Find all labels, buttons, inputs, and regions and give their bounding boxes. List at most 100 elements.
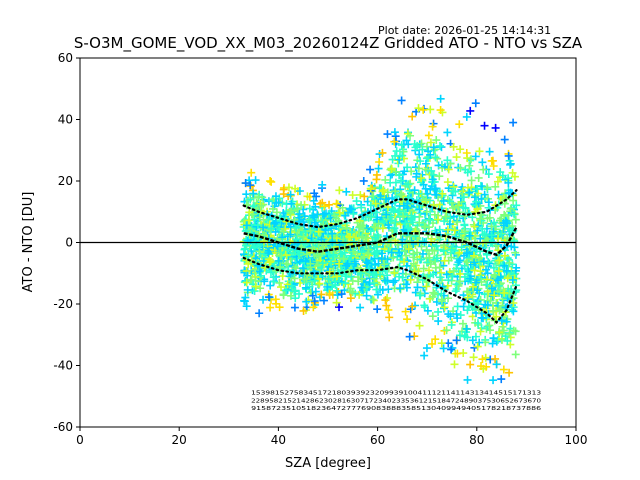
data-point (467, 176, 476, 185)
data-point (271, 227, 280, 236)
x-tick-label: 0 (76, 433, 84, 447)
data-point (252, 222, 261, 231)
data-point (272, 198, 281, 207)
data-point (300, 275, 309, 284)
data-point (455, 120, 464, 129)
data-point (460, 332, 469, 341)
data-point (508, 305, 517, 314)
data-point (414, 104, 423, 113)
data-point (286, 190, 295, 199)
data-point (489, 334, 498, 343)
data-point (504, 151, 513, 160)
data-point (499, 218, 508, 227)
data-point (465, 231, 474, 240)
data-point (240, 245, 249, 254)
data-point (311, 202, 320, 211)
data-point (291, 264, 300, 273)
data-point (443, 178, 452, 187)
y-tick-label: -60 (53, 420, 73, 434)
data-point (372, 175, 381, 184)
data-point (404, 223, 413, 232)
data-point (462, 112, 471, 121)
data-point (426, 215, 435, 224)
data-point (512, 201, 521, 210)
data-point (417, 174, 426, 183)
data-point (457, 243, 466, 252)
data-point (432, 136, 441, 145)
data-point (384, 305, 393, 314)
data-point (494, 190, 503, 199)
data-point (473, 319, 482, 328)
data-point (325, 200, 334, 209)
data-point (314, 252, 323, 261)
data-point (387, 164, 396, 173)
data-point (442, 326, 451, 335)
data-point (298, 264, 307, 273)
data-point (331, 277, 340, 286)
data-point (415, 150, 424, 159)
data-point (511, 350, 520, 359)
data-point (337, 230, 346, 239)
data-point (511, 215, 520, 224)
data-point (465, 274, 474, 283)
data-point (491, 182, 500, 191)
data-point (503, 274, 512, 283)
data-point (455, 277, 464, 286)
x-tick-label: 60 (370, 433, 385, 447)
data-point (286, 230, 295, 239)
data-point (500, 135, 509, 144)
data-point (508, 168, 517, 177)
data-point (374, 164, 383, 173)
data-point (360, 253, 369, 262)
series-mean-std (242, 256, 518, 325)
data-point (407, 211, 416, 220)
data-point (390, 269, 399, 278)
data-point (416, 157, 425, 166)
data-point (266, 177, 275, 186)
data-point (395, 248, 404, 257)
data-point (485, 321, 494, 330)
data-point (432, 190, 441, 199)
data-point (477, 210, 486, 219)
data-point (443, 128, 452, 137)
data-point (373, 290, 382, 299)
data-point (378, 224, 387, 233)
data-point (391, 236, 400, 245)
data-point (463, 375, 472, 384)
data-point (344, 208, 353, 217)
data-point (470, 222, 479, 231)
data-point (492, 360, 501, 369)
data-point (297, 201, 306, 210)
data-point (362, 258, 371, 267)
data-point (371, 208, 380, 217)
data-point (451, 187, 460, 196)
data-point (305, 204, 314, 213)
data-point (455, 256, 464, 265)
data-point (460, 227, 469, 236)
data-point (342, 187, 351, 196)
data-point (282, 217, 291, 226)
data-point (243, 285, 252, 294)
data-point (273, 242, 282, 251)
data-point (309, 211, 318, 220)
data-point (462, 324, 471, 333)
data-point (259, 237, 268, 246)
data-point (500, 210, 509, 219)
data-point (316, 216, 325, 225)
data-point (478, 355, 487, 364)
data-point (409, 249, 418, 258)
data-point (505, 368, 514, 377)
y-tick-label: 0 (65, 236, 73, 250)
data-point (387, 248, 396, 257)
data-point (505, 330, 514, 339)
data-point (494, 267, 503, 276)
data-point (335, 259, 344, 268)
x-axis-label: SZA [degree] (285, 456, 371, 471)
data-point (357, 283, 366, 292)
data-point (367, 212, 376, 221)
data-point (241, 179, 250, 188)
data-point (371, 199, 380, 208)
data-point (431, 153, 440, 162)
data-point (272, 299, 281, 308)
